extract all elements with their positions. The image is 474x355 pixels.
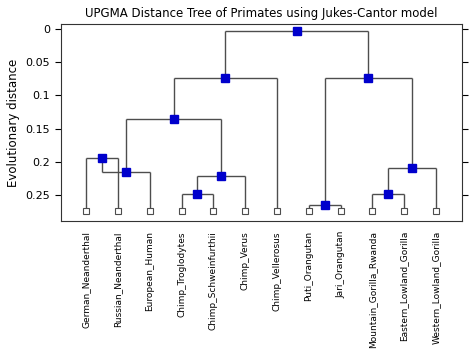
Title: UPGMA Distance Tree of Primates using Jukes-Cantor model: UPGMA Distance Tree of Primates using Ju… (85, 7, 438, 20)
Y-axis label: Evolutionary distance: Evolutionary distance (7, 59, 20, 187)
